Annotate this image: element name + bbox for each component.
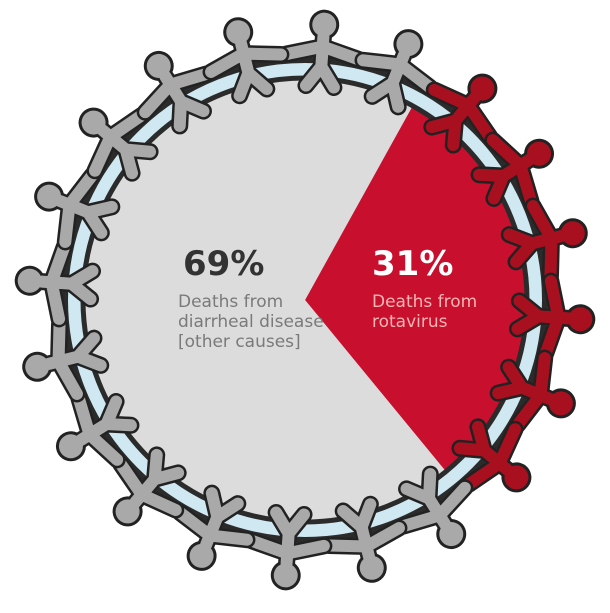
figure	[55, 390, 140, 469]
figure-head	[312, 12, 337, 37]
figure-body	[280, 30, 364, 94]
figure-body	[174, 487, 253, 551]
figure-body	[205, 37, 287, 102]
figure	[22, 315, 110, 403]
figure-head	[58, 434, 83, 459]
figure-body	[473, 134, 538, 208]
value-label: 31%	[372, 244, 454, 284]
figure	[500, 197, 588, 285]
figure-body	[453, 420, 522, 491]
slice-label: Deaths from diarrheal disease [other cau…	[178, 292, 324, 352]
figure-body	[42, 318, 107, 400]
figure-head	[37, 184, 62, 209]
figure-head	[527, 141, 552, 166]
figure	[470, 131, 555, 210]
figure-body	[511, 275, 575, 359]
figure-head	[568, 307, 593, 332]
figure-body	[139, 67, 213, 132]
figure-head	[470, 76, 495, 101]
figure-body	[492, 352, 556, 431]
figure	[202, 17, 290, 105]
figure	[423, 73, 498, 154]
figure	[489, 349, 576, 434]
figure-head	[146, 53, 171, 78]
pie-slice	[305, 105, 527, 472]
figure	[136, 50, 215, 135]
figure-head	[25, 354, 50, 379]
figure-head	[189, 543, 214, 568]
figure	[243, 504, 333, 591]
figure	[354, 29, 439, 116]
figure-head	[548, 391, 573, 416]
figure	[171, 484, 256, 571]
figure-body	[323, 498, 405, 563]
figure-body	[114, 448, 185, 517]
figure-head	[560, 221, 585, 246]
slice-label: Deaths from rotavirus	[372, 292, 478, 332]
figure-body	[425, 83, 496, 152]
figure-head	[504, 465, 529, 490]
figure	[34, 166, 121, 251]
figure-head	[359, 555, 384, 580]
figure-body	[54, 169, 118, 248]
figure-head	[115, 499, 140, 524]
figure	[451, 418, 532, 493]
figure-body	[397, 468, 471, 533]
figure	[112, 446, 187, 527]
figure-head	[273, 563, 298, 588]
figure-body	[72, 392, 137, 466]
figure	[395, 465, 474, 550]
figure-body	[503, 200, 568, 282]
figure-head	[439, 522, 464, 547]
figure-body	[357, 49, 436, 113]
figure-head	[81, 110, 106, 135]
value-label: 69%	[183, 244, 265, 284]
figure-body	[35, 241, 99, 325]
figure-body	[246, 506, 330, 570]
figure-head	[396, 32, 421, 57]
figure-head	[17, 268, 42, 293]
figure	[509, 272, 596, 362]
figure-body	[88, 109, 157, 180]
figure	[320, 495, 408, 583]
pie-slice	[83, 77, 446, 523]
figure	[277, 9, 367, 96]
figure-head	[226, 20, 251, 45]
figure	[78, 107, 159, 182]
figure	[14, 238, 101, 328]
